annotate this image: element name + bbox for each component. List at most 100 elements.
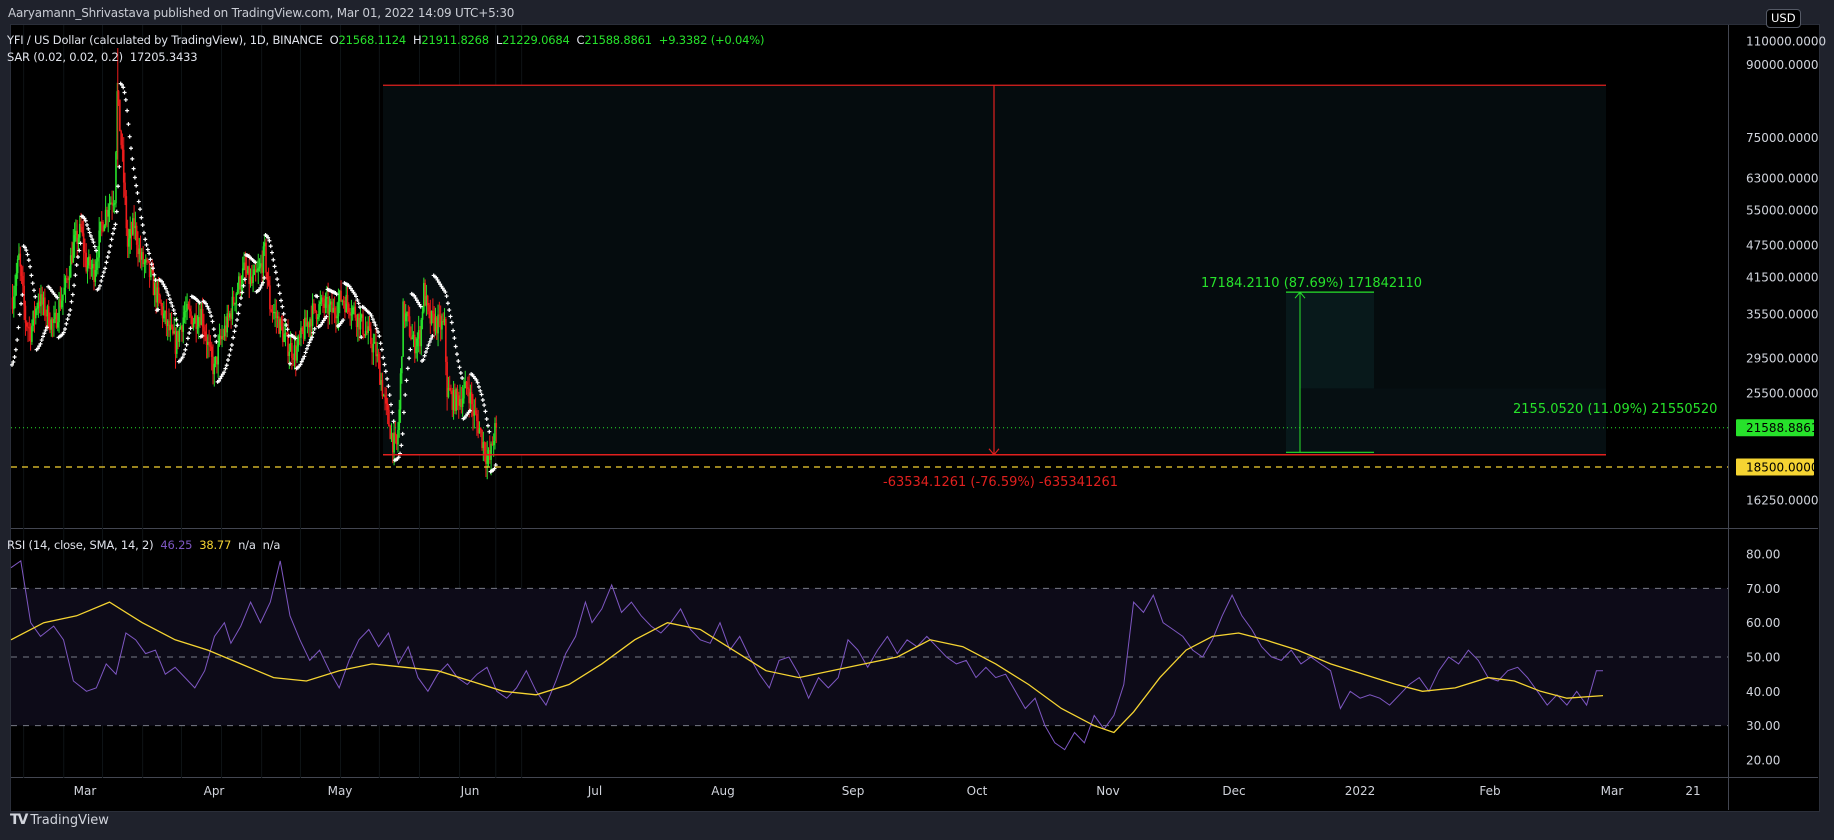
candle-up xyxy=(461,398,464,408)
time-axis-label[interactable]: Jun xyxy=(460,784,480,798)
candle-down xyxy=(261,263,263,273)
sar-dot xyxy=(378,341,383,346)
price-axis-label[interactable]: 16250.0000 xyxy=(1746,494,1819,508)
rsi-axis-label[interactable]: 30.00 xyxy=(1746,719,1780,733)
candle-down xyxy=(212,356,214,375)
candle-up xyxy=(252,274,254,284)
candles-group[interactable] xyxy=(11,48,498,480)
rsi-axis-label[interactable]: 70.00 xyxy=(1746,582,1780,596)
time-axis-label[interactable]: Nov xyxy=(1096,784,1119,798)
rsi-axis-label[interactable]: 60.00 xyxy=(1746,616,1780,630)
candle-up xyxy=(60,300,63,308)
arrow-up-icon xyxy=(1294,291,1306,299)
candle-down xyxy=(210,346,213,357)
sar-dot xyxy=(162,284,167,289)
sar-dot xyxy=(28,264,33,269)
currency-badge[interactable]: USD xyxy=(1766,9,1801,28)
sar-dot xyxy=(96,286,101,291)
sar-dot xyxy=(16,325,21,330)
candle-up xyxy=(288,351,291,357)
sar-dot xyxy=(161,282,166,287)
close-label: C xyxy=(576,33,585,47)
candle-down xyxy=(155,282,157,303)
time-axis-label[interactable]: Dec xyxy=(1222,784,1245,798)
candle-up xyxy=(153,282,156,296)
rsi-axis-label[interactable]: 80.00 xyxy=(1746,548,1780,562)
sar-dot xyxy=(113,222,118,227)
candle-down xyxy=(11,297,14,310)
candle-down xyxy=(413,334,416,354)
time-axis-label[interactable]: 2022 xyxy=(1345,784,1376,798)
sar-dot xyxy=(483,409,488,414)
time-axis-label[interactable]: Mar xyxy=(74,784,97,798)
price-axis-label[interactable]: 47500.0000 xyxy=(1746,239,1819,253)
time-axis-label[interactable]: Aug xyxy=(711,784,734,798)
sar-dot xyxy=(369,313,374,318)
time-axis-label[interactable]: Feb xyxy=(1479,784,1500,798)
candle-down xyxy=(465,381,468,388)
price-axis-label[interactable]: 75000.0000 xyxy=(1746,131,1819,145)
time-axis-label[interactable]: Oct xyxy=(967,784,988,798)
rsi-legend[interactable]: RSI (14, close, SMA, 14, 2) 46.25 38.77 … xyxy=(7,538,280,552)
candle-up xyxy=(73,235,76,243)
sar-dot xyxy=(160,279,165,284)
candle-down xyxy=(125,196,128,229)
candle-up xyxy=(350,314,353,316)
footer-brand[interactable]: TV TradingView xyxy=(10,812,109,828)
price-axis-label[interactable]: 35500.0000 xyxy=(1746,308,1819,322)
price-axis-label[interactable]: 25500.0000 xyxy=(1746,387,1819,401)
sar-dot xyxy=(61,330,66,335)
time-axis-label[interactable]: May xyxy=(328,784,353,798)
rsi-axis-label[interactable]: 20.00 xyxy=(1746,754,1780,768)
candle-down xyxy=(267,280,270,286)
candle-up xyxy=(404,313,407,322)
sar-dot xyxy=(303,350,308,355)
candle-down xyxy=(248,266,251,284)
sar-dot xyxy=(60,332,65,337)
price-axis-label[interactable]: 55000.0000 xyxy=(1746,204,1819,218)
sar-dot xyxy=(105,255,110,260)
price-axis-label[interactable]: 110000.0000 xyxy=(1746,35,1826,49)
sar-dot xyxy=(453,344,458,349)
rsi-axis-label[interactable]: 50.00 xyxy=(1746,651,1780,665)
time-axis-label[interactable]: Mar xyxy=(1601,784,1624,798)
sar-dot xyxy=(408,347,413,352)
candle-up xyxy=(166,320,169,326)
price-axis-label[interactable]: 41500.0000 xyxy=(1746,271,1819,285)
sar-dot xyxy=(213,333,218,338)
candle-down xyxy=(85,252,88,272)
time-axis-label[interactable]: Jul xyxy=(587,784,602,798)
sar-dot xyxy=(347,284,352,289)
candle-down xyxy=(315,311,318,319)
sar-dot xyxy=(43,328,48,333)
candle-down xyxy=(71,255,73,263)
candle-up xyxy=(300,327,302,338)
time-axis-label[interactable]: Sep xyxy=(842,784,865,798)
candle-down xyxy=(460,399,463,408)
sar-dot xyxy=(386,384,391,389)
price-axis-label[interactable]: 63000.0000 xyxy=(1746,172,1819,186)
time-axis-label[interactable]: Apr xyxy=(204,784,225,798)
sar-dot xyxy=(119,82,124,87)
brand-name: TradingView xyxy=(30,812,109,828)
candle-down xyxy=(232,296,235,304)
candle-up xyxy=(293,345,296,360)
price-axis-label[interactable]: 90000.0000 xyxy=(1746,58,1819,72)
candle-down xyxy=(479,428,482,430)
candle-up xyxy=(15,273,18,286)
sar-dot xyxy=(218,376,223,381)
price-axis-label[interactable]: 29500.0000 xyxy=(1746,352,1819,366)
hline-price-badge xyxy=(1736,458,1814,476)
candle-down xyxy=(23,285,25,306)
candle-up xyxy=(417,330,420,339)
candle-down xyxy=(44,297,46,316)
candle-up xyxy=(69,255,72,278)
candle-up xyxy=(421,311,424,320)
time-axis-label[interactable]: 21 xyxy=(1685,784,1700,798)
candle-down xyxy=(204,331,207,337)
sar-legend[interactable]: SAR (0.02, 0.02, 0.2) 17205.3433 xyxy=(7,50,198,64)
candle-up xyxy=(337,301,340,317)
sar-dot xyxy=(260,280,265,285)
rsi-axis-label[interactable]: 40.00 xyxy=(1746,685,1780,699)
